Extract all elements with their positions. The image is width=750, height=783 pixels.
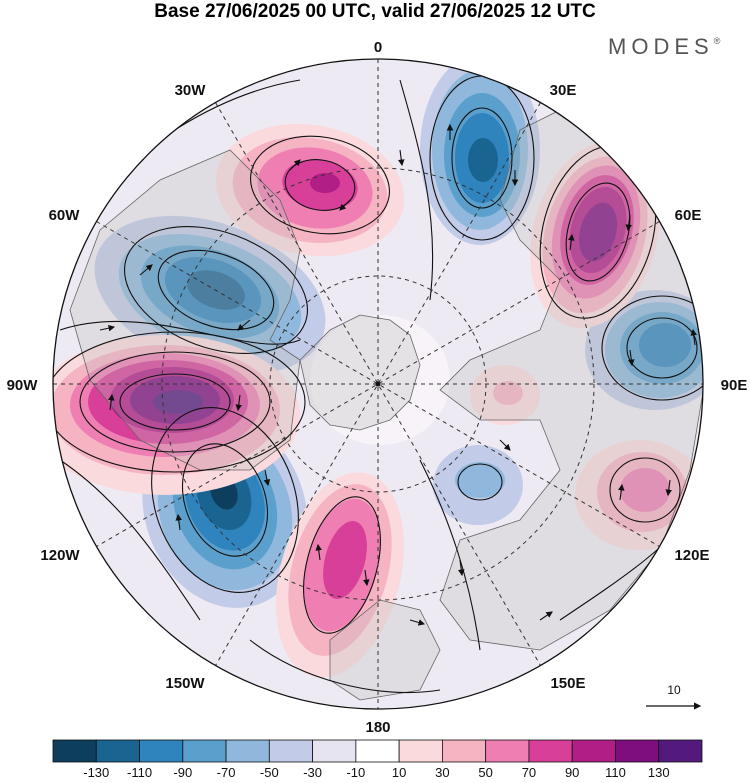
colorbar-swatch (268, 739, 314, 763)
colorbar-tick-label: -10 (346, 765, 365, 780)
reference-vector: 10 (646, 683, 702, 710)
land-masses (69, 109, 703, 701)
north-pole-marker (375, 381, 381, 387)
meridian-label: 120E (674, 547, 709, 564)
colorbar-tick-label: -90 (173, 765, 192, 780)
colorbar-tick-label: -70 (217, 765, 236, 780)
anomaly-positive-kara (470, 365, 540, 425)
colorbar-tick-label: -50 (260, 765, 279, 780)
meridian-label: 120W (40, 547, 80, 564)
colorbar-tick-label: 50 (478, 765, 492, 780)
meridian-label: 60E (675, 207, 702, 224)
colorbar-tick-label: 70 (522, 765, 536, 780)
colorbar-swatch (312, 739, 357, 763)
colorbar-swatch (658, 739, 703, 763)
colorbar-swatch (571, 739, 616, 763)
greenland-land (299, 314, 421, 431)
alaska-land (329, 599, 441, 701)
colorbar-swatch (398, 739, 443, 763)
anomaly-negative-siberia (433, 445, 523, 525)
reference-vector-label: 10 (667, 683, 681, 697)
wind-arrows (99, 123, 697, 626)
colorbar-tick-label: -30 (303, 765, 322, 780)
colorbar-tick-label: 90 (565, 765, 579, 780)
map-boundary (52, 58, 704, 710)
map-disc (53, 59, 703, 709)
colorbar-swatch (615, 739, 660, 763)
meridian-label: 60W (49, 207, 81, 224)
anomaly-negative-central-asia (585, 290, 703, 410)
anomaly-positive-north-america (53, 335, 300, 495)
colorbar-tick-label: 130 (648, 765, 670, 780)
colorbar: -130 -110 -90 -70 -50 -30 -10 10 30 50 70 90 110 130 (52, 739, 703, 780)
meridian-label: 30W (175, 82, 207, 99)
meridian-label: 90E (721, 377, 748, 394)
anomaly-positive-bering (275, 472, 405, 678)
colorbar-tick-label: 30 (435, 765, 449, 780)
anomaly-negative-europe (420, 59, 540, 245)
colorbar-swatch (182, 739, 227, 763)
colorbar-tick-label: 10 (392, 765, 406, 780)
meridian-labels: 0 30E 60E 90E 120E 150E 180 150W 120W 90… (7, 39, 748, 736)
colorbar-tick-label: 110 (605, 765, 626, 780)
colorbar-swatch (225, 739, 270, 763)
graticule (53, 59, 703, 709)
colorbar-swatch (441, 739, 487, 763)
colorbar-swatch (52, 739, 97, 763)
colorbar-swatch (139, 739, 184, 763)
north-america-land (69, 149, 301, 471)
meridian-label: 30E (550, 82, 577, 99)
brand-name: MODES (608, 34, 714, 59)
map-title: Base 27/06/2025 00 UTC, valid 27/06/2025… (154, 1, 596, 22)
colorbar-tick-label: -130 (83, 765, 109, 780)
brand-mark: ® (713, 36, 721, 46)
meridian-label: 150E (550, 675, 585, 692)
meridian-label: 0 (374, 39, 382, 56)
colorbar-swatch (485, 739, 530, 763)
colorbar-swatch (95, 739, 140, 763)
modes-logo: MODES® (608, 34, 720, 60)
meridian-label: 150W (165, 675, 205, 692)
meridian-label: 90W (7, 377, 39, 394)
colorbar-tick-label: -110 (127, 765, 152, 780)
meridian-label: 180 (365, 719, 390, 736)
colorbar-swatch (355, 739, 400, 763)
colorbar-swatch (528, 739, 573, 763)
